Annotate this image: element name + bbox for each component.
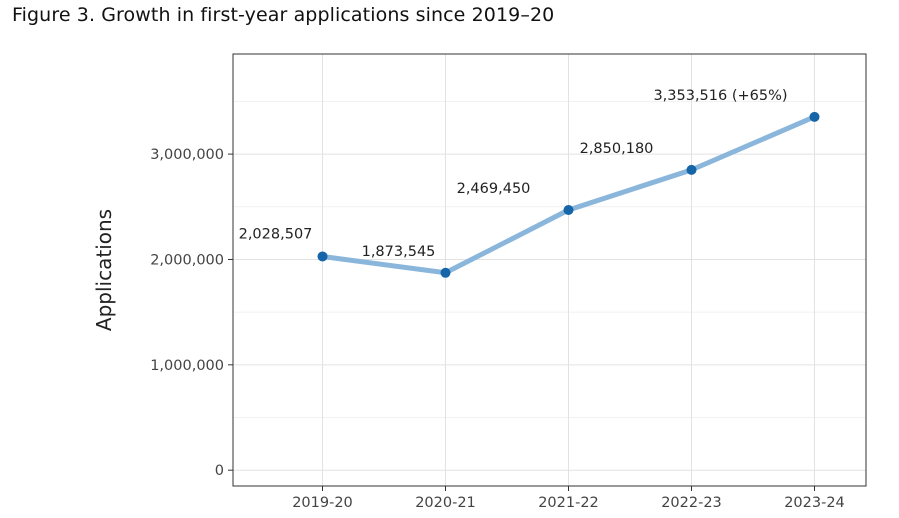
y-tick-label: 3,000,000 [150,147,224,163]
y-tick-label: 1,000,000 [150,358,224,374]
data-point [563,204,574,215]
data-point [317,251,328,262]
x-tick-label: 2021-22 [538,495,599,511]
data-label: 2,850,180 [580,141,654,157]
y-tick-labels: 0 1,000,000 2,000,000 3,000,000 [150,147,224,479]
x-tick-label: 2022-23 [661,495,722,511]
data-point [809,111,820,122]
x-tick-label: 2019-20 [292,495,353,511]
data-label: 2,028,507 [239,226,313,242]
data-labels: 2,028,507 1,873,545 2,469,450 2,850,180 3,35… [239,88,788,260]
data-points [317,111,820,278]
x-tick-label: 2023-24 [784,495,845,511]
grid-lines [233,54,866,486]
data-label: 3,353,516 (+65%) [653,88,787,104]
y-tick-label: 0 [215,463,224,479]
x-tick-label: 2020-21 [415,495,476,511]
data-point [440,267,451,278]
y-tick-label: 2,000,000 [150,252,224,268]
x-tick-labels: 2019-20 2020-21 2021-22 2022-23 2023-24 [292,495,845,511]
data-label: 2,469,450 [457,181,531,197]
data-point [686,164,697,175]
figure-title: Figure 3. Growth in first-year applicati… [12,4,555,26]
data-label: 1,873,545 [362,244,436,260]
y-axis-label: Applications [92,209,116,331]
axis-ticks [228,153,815,491]
plot-frame [232,53,867,487]
